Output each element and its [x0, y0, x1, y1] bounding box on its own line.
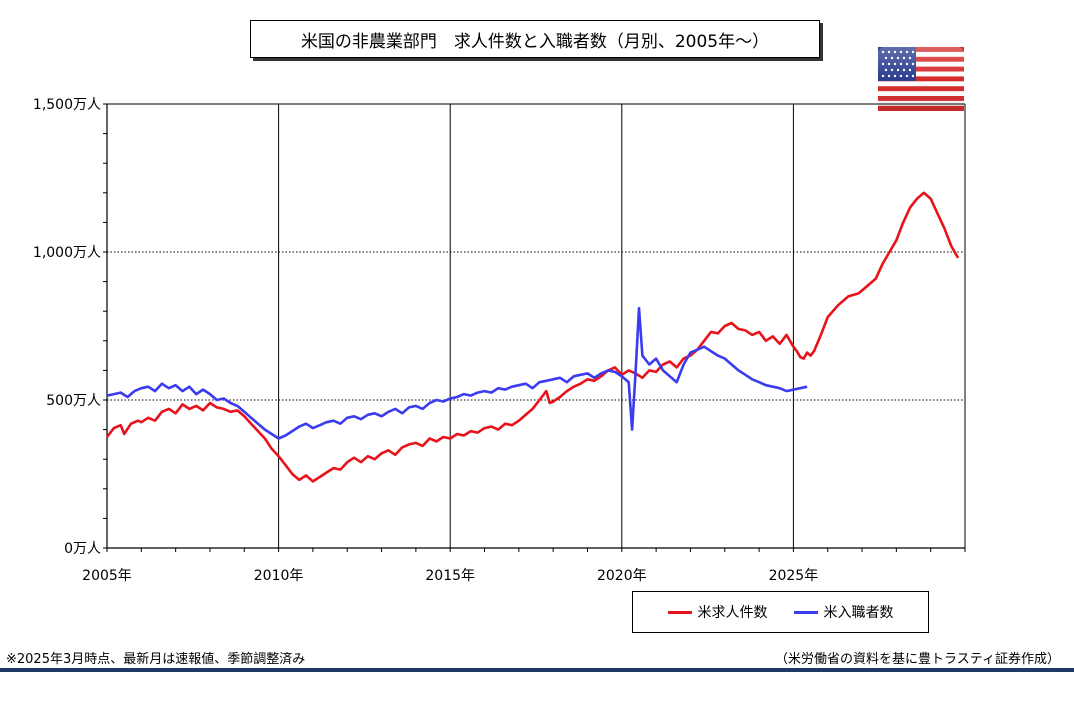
legend-swatch-hires	[794, 611, 818, 614]
source-note: （米労働省の資料を基に豊トラスティ証券作成）	[775, 648, 1060, 667]
footnote: ※2025年3月時点、最新月は速報値、季節調整済み	[6, 648, 305, 667]
x-tick-label: 2010年	[254, 568, 304, 584]
legend-item-hires: 米入職者数	[794, 602, 894, 622]
x-tick-label: 2025年	[769, 568, 819, 584]
legend-label-openings: 米求人件数	[698, 602, 768, 622]
chart-legend: 米求人件数 米入職者数	[632, 591, 929, 633]
legend-label-hires: 米入職者数	[824, 602, 894, 622]
x-tick-label: 2020年	[597, 568, 647, 584]
x-tick-label: 2015年	[425, 568, 475, 584]
y-tick-label: 500万人	[46, 393, 101, 409]
x-tick-label: 2005年	[82, 568, 132, 584]
series-line-hires	[107, 308, 807, 438]
series-line-openings	[107, 193, 958, 482]
y-tick-label: 1,500万人	[33, 97, 101, 113]
legend-item-openings: 米求人件数	[668, 602, 768, 622]
legend-swatch-openings	[668, 611, 692, 614]
footer-rule	[0, 668, 1074, 672]
y-tick-label: 0万人	[64, 541, 101, 557]
y-tick-label: 1,000万人	[33, 245, 101, 261]
